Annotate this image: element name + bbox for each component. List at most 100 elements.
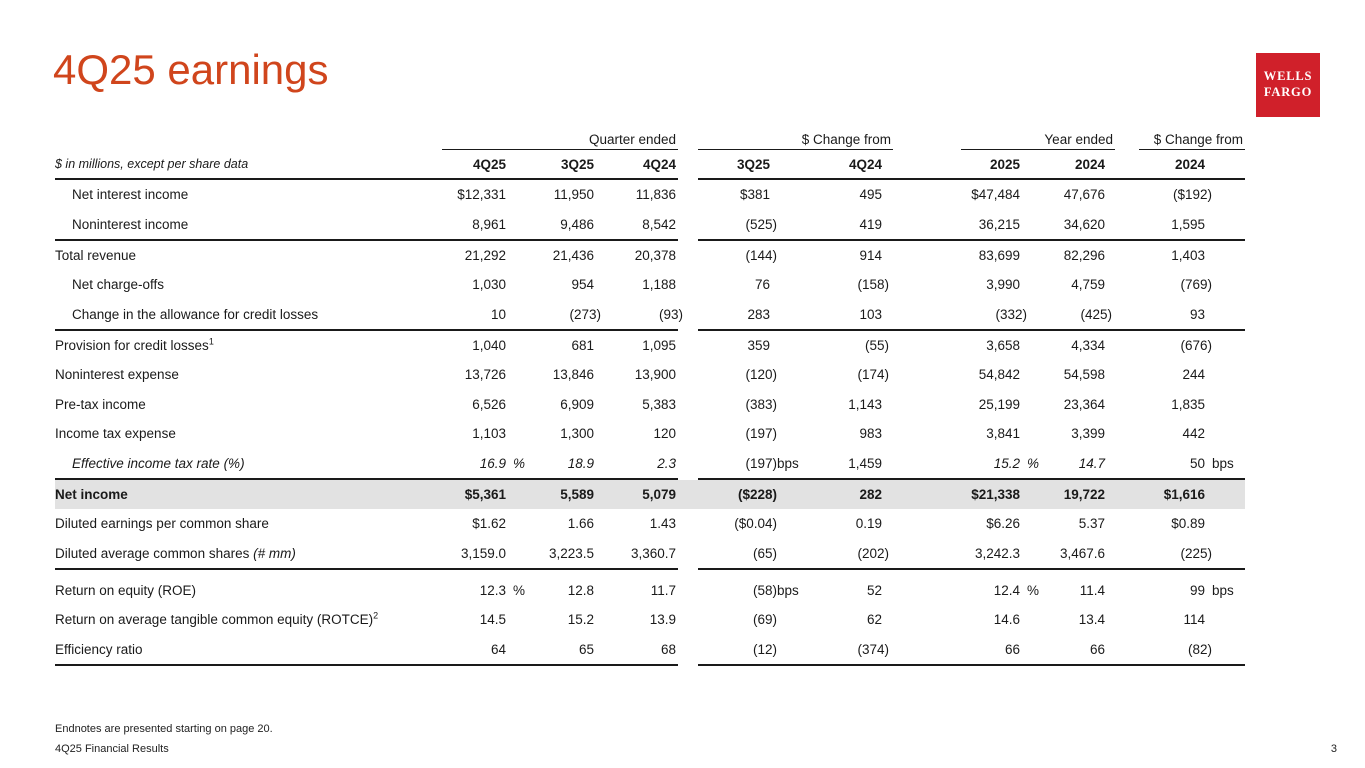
cell-value: 11.4 — [1079, 582, 1105, 598]
table-cell: 13.4 — [1020, 612, 1105, 627]
table-cell: 3,242.3 — [882, 546, 1020, 561]
table-divider — [55, 478, 1245, 480]
row-label: Total revenue — [55, 247, 137, 263]
column-header: 4Q25 — [472, 156, 506, 172]
table-cell: (769) — [1105, 277, 1212, 292]
table-cell: 914 — [770, 248, 882, 263]
table-cell: 20,378 — [594, 248, 676, 263]
table-cell: 82,296 — [1020, 248, 1105, 263]
table-cell: 1,300 — [506, 426, 594, 441]
row-label: Diluted earnings per common share — [55, 516, 269, 532]
cell-value: $47,484 — [971, 187, 1020, 203]
cell-value: 19,722 — [1063, 486, 1105, 502]
column-header: 4Q24 — [642, 156, 676, 172]
table-cell: 3,990 — [882, 277, 1020, 292]
row-label: Net income — [55, 486, 128, 502]
table-cell: 47,676 — [1020, 187, 1105, 202]
table-row: Noninterest expense 13,726 13,846 13,900 (12… — [55, 360, 1245, 390]
table-cell: 18.9 — [506, 456, 594, 471]
table-cell: 6,526 — [436, 397, 506, 412]
table-cell: 93 — [1105, 307, 1205, 322]
table-row: Total revenue 21,292 21,436 20,378 (144) 914 8… — [55, 241, 1245, 271]
cell-value: 1,040 — [472, 337, 506, 353]
row-label-wrap: Provision for credit losses1 — [55, 337, 214, 353]
cell-value: 13,900 — [634, 367, 676, 383]
row-label: Efficiency ratio — [55, 641, 143, 657]
cell-value: 1,300 — [560, 426, 594, 442]
table-cell: 76 — [698, 277, 770, 292]
table-cell: 1,188 — [594, 277, 676, 292]
cell-value: $0.89 — [1171, 516, 1205, 532]
cell-value: 1,143 — [848, 396, 882, 412]
row-label-cell: Change in the allowance for credit losse… — [55, 307, 436, 322]
cell-value: 914 — [859, 247, 882, 263]
cell-value: $1,616 — [1163, 486, 1205, 502]
table-divider — [55, 568, 1245, 570]
cell-value: 3,990 — [986, 277, 1020, 293]
cell-value: (225) — [1180, 545, 1212, 561]
cell-unit-suffix: bps — [777, 582, 799, 598]
cell-value: 36,215 — [978, 216, 1020, 232]
cell-value: 50 — [1189, 455, 1205, 471]
footnote-marker: 2 — [373, 610, 379, 621]
divider-gap — [678, 478, 698, 480]
table-cell: $1.62 — [436, 516, 506, 531]
cell-value: 14.6 — [993, 612, 1020, 628]
cell-value: 13,846 — [552, 367, 594, 383]
cell-value: 4,334 — [1071, 337, 1105, 353]
table-cell: $0.89 — [1105, 516, 1205, 531]
table-row: Return on average tangible common equity… — [55, 605, 1245, 635]
divider-left-segment — [55, 478, 678, 480]
cell-value: 68 — [660, 641, 676, 657]
divider-gap — [678, 568, 698, 570]
cell-value: 21,436 — [552, 247, 594, 263]
table-cell: 14.6 — [882, 612, 1020, 627]
table-cell: ($192) — [1105, 187, 1212, 202]
cell-value: 66 — [1004, 641, 1020, 657]
table-cell: (82) — [1105, 642, 1212, 657]
row-label-wrap: Change in the allowance for credit losse… — [55, 307, 318, 322]
table-row: Effective income tax rate (%) 16.9% 18.9 2.… — [55, 449, 1245, 479]
table-cell: 442 — [1105, 426, 1205, 441]
table-divider — [55, 664, 1245, 666]
cell-value: ($192) — [1172, 187, 1212, 203]
table-cell: 11,836 — [594, 187, 676, 202]
table-cell: 495 — [770, 187, 882, 202]
cell-value: $5,361 — [464, 486, 506, 502]
cell-value: (374) — [857, 641, 889, 657]
table-cell: 13,846 — [506, 367, 594, 382]
table-cell: 68 — [594, 642, 676, 657]
table-cell: 1,403 — [1105, 248, 1205, 263]
divider-right-segment — [698, 568, 1245, 570]
table-cell: (69) — [698, 612, 777, 627]
table-cell: $21,338 — [882, 487, 1020, 502]
table-row: Income tax expense 1,103 1,300 120 (197) 983 3… — [55, 419, 1245, 449]
row-label: Income tax expense — [55, 426, 176, 442]
row-label-cell: Noninterest income — [55, 217, 436, 232]
cell-value: (69) — [752, 612, 777, 628]
row-label: Net interest income — [72, 187, 189, 203]
cell-value: (676) — [1180, 337, 1212, 353]
table-cell: 23,364 — [1020, 397, 1105, 412]
cell-value: 0.19 — [855, 516, 882, 532]
table-cell: 13,900 — [594, 367, 676, 382]
table-cell: $12,331 — [436, 187, 506, 202]
table-row: Net income $5,361 5,589 5,079 ($228) 282 $21,3… — [55, 479, 1245, 509]
column-header: 3Q25 — [736, 156, 770, 172]
table-cell: 15.2% — [882, 456, 1039, 471]
table-divider — [55, 178, 1245, 180]
cell-value: (197) — [745, 426, 777, 442]
row-label-cell: Efficiency ratio — [55, 642, 436, 657]
table-cell: 12.8 — [506, 583, 594, 598]
table-cell: (676) — [1105, 338, 1212, 353]
cell-value: 12.8 — [567, 582, 594, 598]
table-cell: 14.5 — [436, 612, 506, 627]
cell-value: 9,486 — [560, 216, 594, 232]
row-label-wrap: Efficiency ratio — [55, 642, 143, 657]
row-label-cell: Return on average tangible common equity… — [55, 610, 436, 627]
table-cell: 681 — [506, 338, 594, 353]
divider-gap — [678, 329, 698, 331]
table-divider — [55, 239, 1245, 241]
table-cell: 0.19 — [770, 516, 882, 531]
cell-value: 20,378 — [634, 247, 676, 263]
